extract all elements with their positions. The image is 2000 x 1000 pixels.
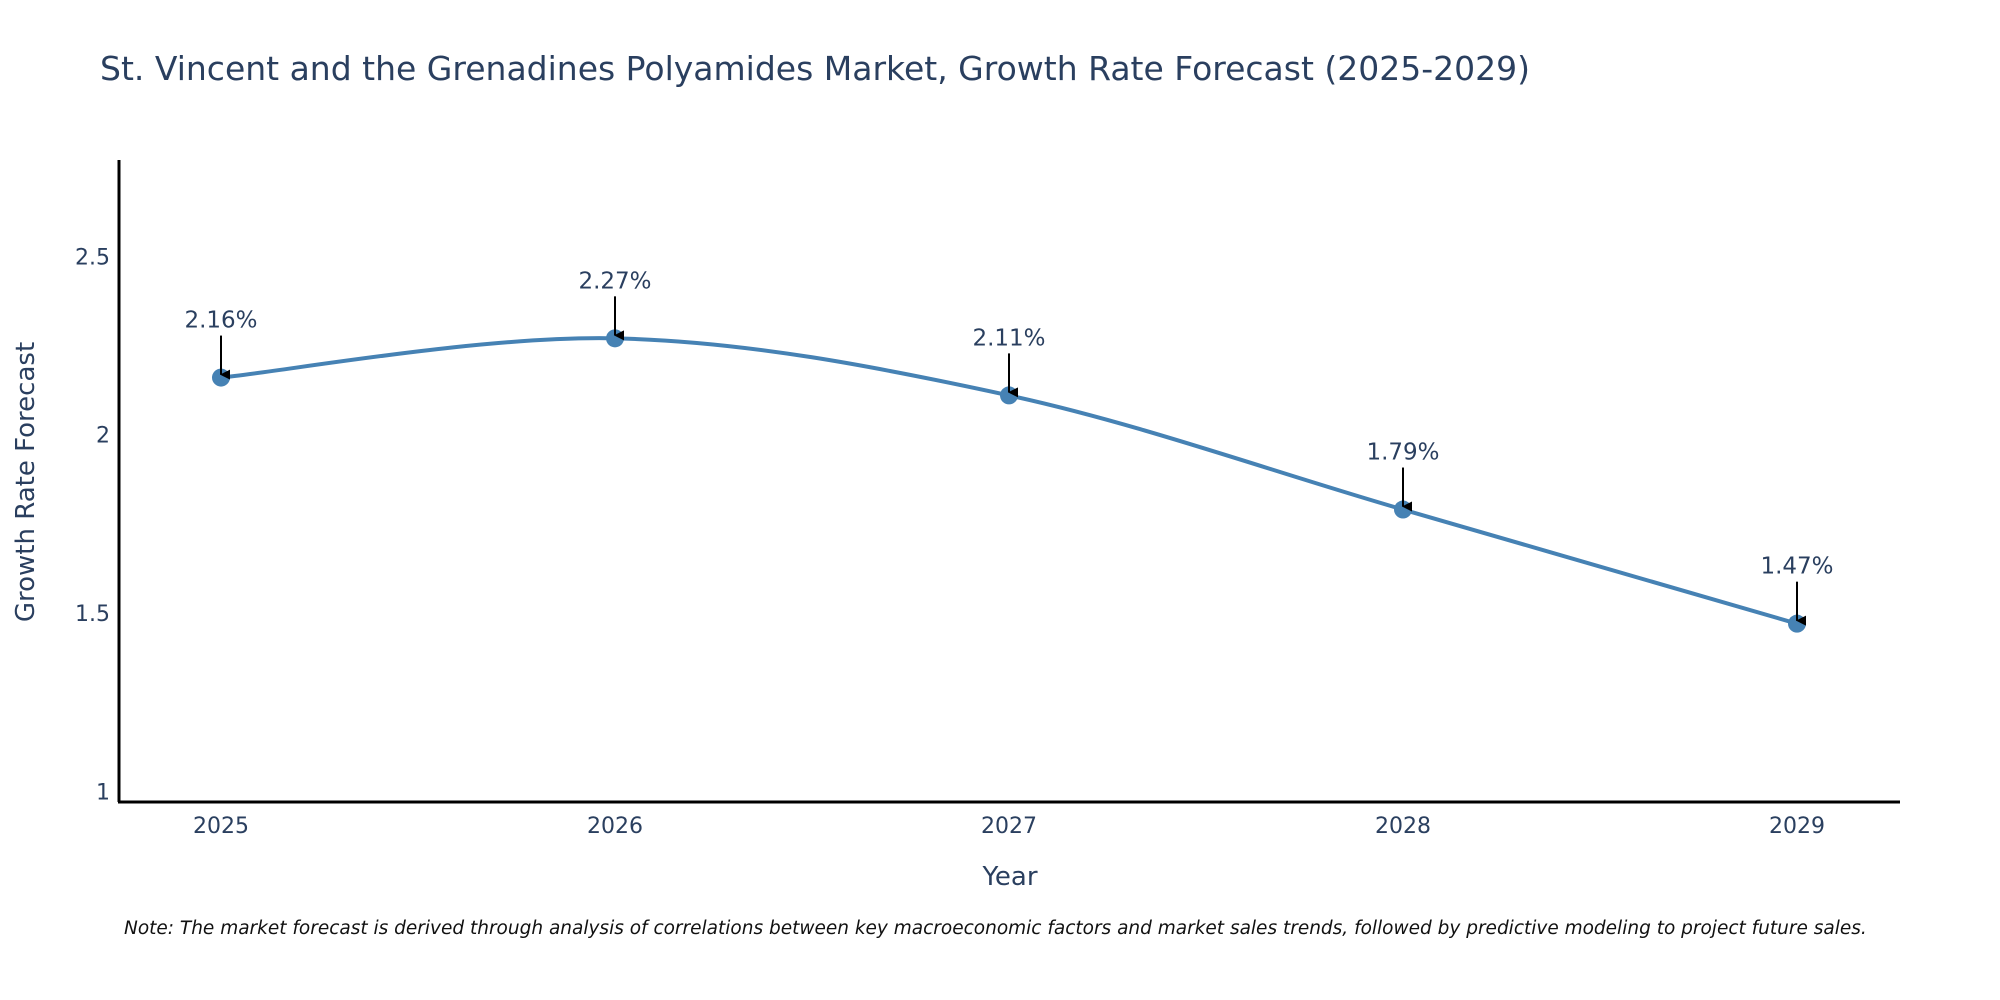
chart-title: St. Vincent and the Grenadines Polyamide… [100,49,1530,88]
x-tick-label: 2028 [1375,814,1431,839]
data-label: 1.79% [1366,440,1439,466]
y-axis-title: Growth Rate Forecast [11,342,41,622]
y-tick-label: 2.5 [75,245,110,270]
x-tick-label: 2026 [587,814,643,839]
data-label: 2.16% [184,308,257,334]
y-tick-label: 1.5 [75,602,110,627]
data-label: 2.27% [578,268,651,294]
data-label: 2.11% [972,325,1045,351]
x-axis-ticks: 2025 2026 2027 2028 2029 [193,814,1825,839]
x-axis-title: Year [981,862,1037,892]
footnote: Note: The market forecast is derived thr… [124,918,1867,939]
x-tick-label: 2025 [193,814,249,839]
y-axis-ticks: 1 1.5 2 2.5 [75,245,110,805]
y-tick-label: 1 [96,780,110,805]
data-label: 1.47% [1760,554,1833,580]
x-tick-label: 2027 [981,814,1037,839]
data-labels: 2.16% 2.27% 2.11% 1.79% 1.47% [184,268,1834,626]
x-tick-label: 2029 [1769,814,1825,839]
y-tick-label: 2 [96,424,110,449]
